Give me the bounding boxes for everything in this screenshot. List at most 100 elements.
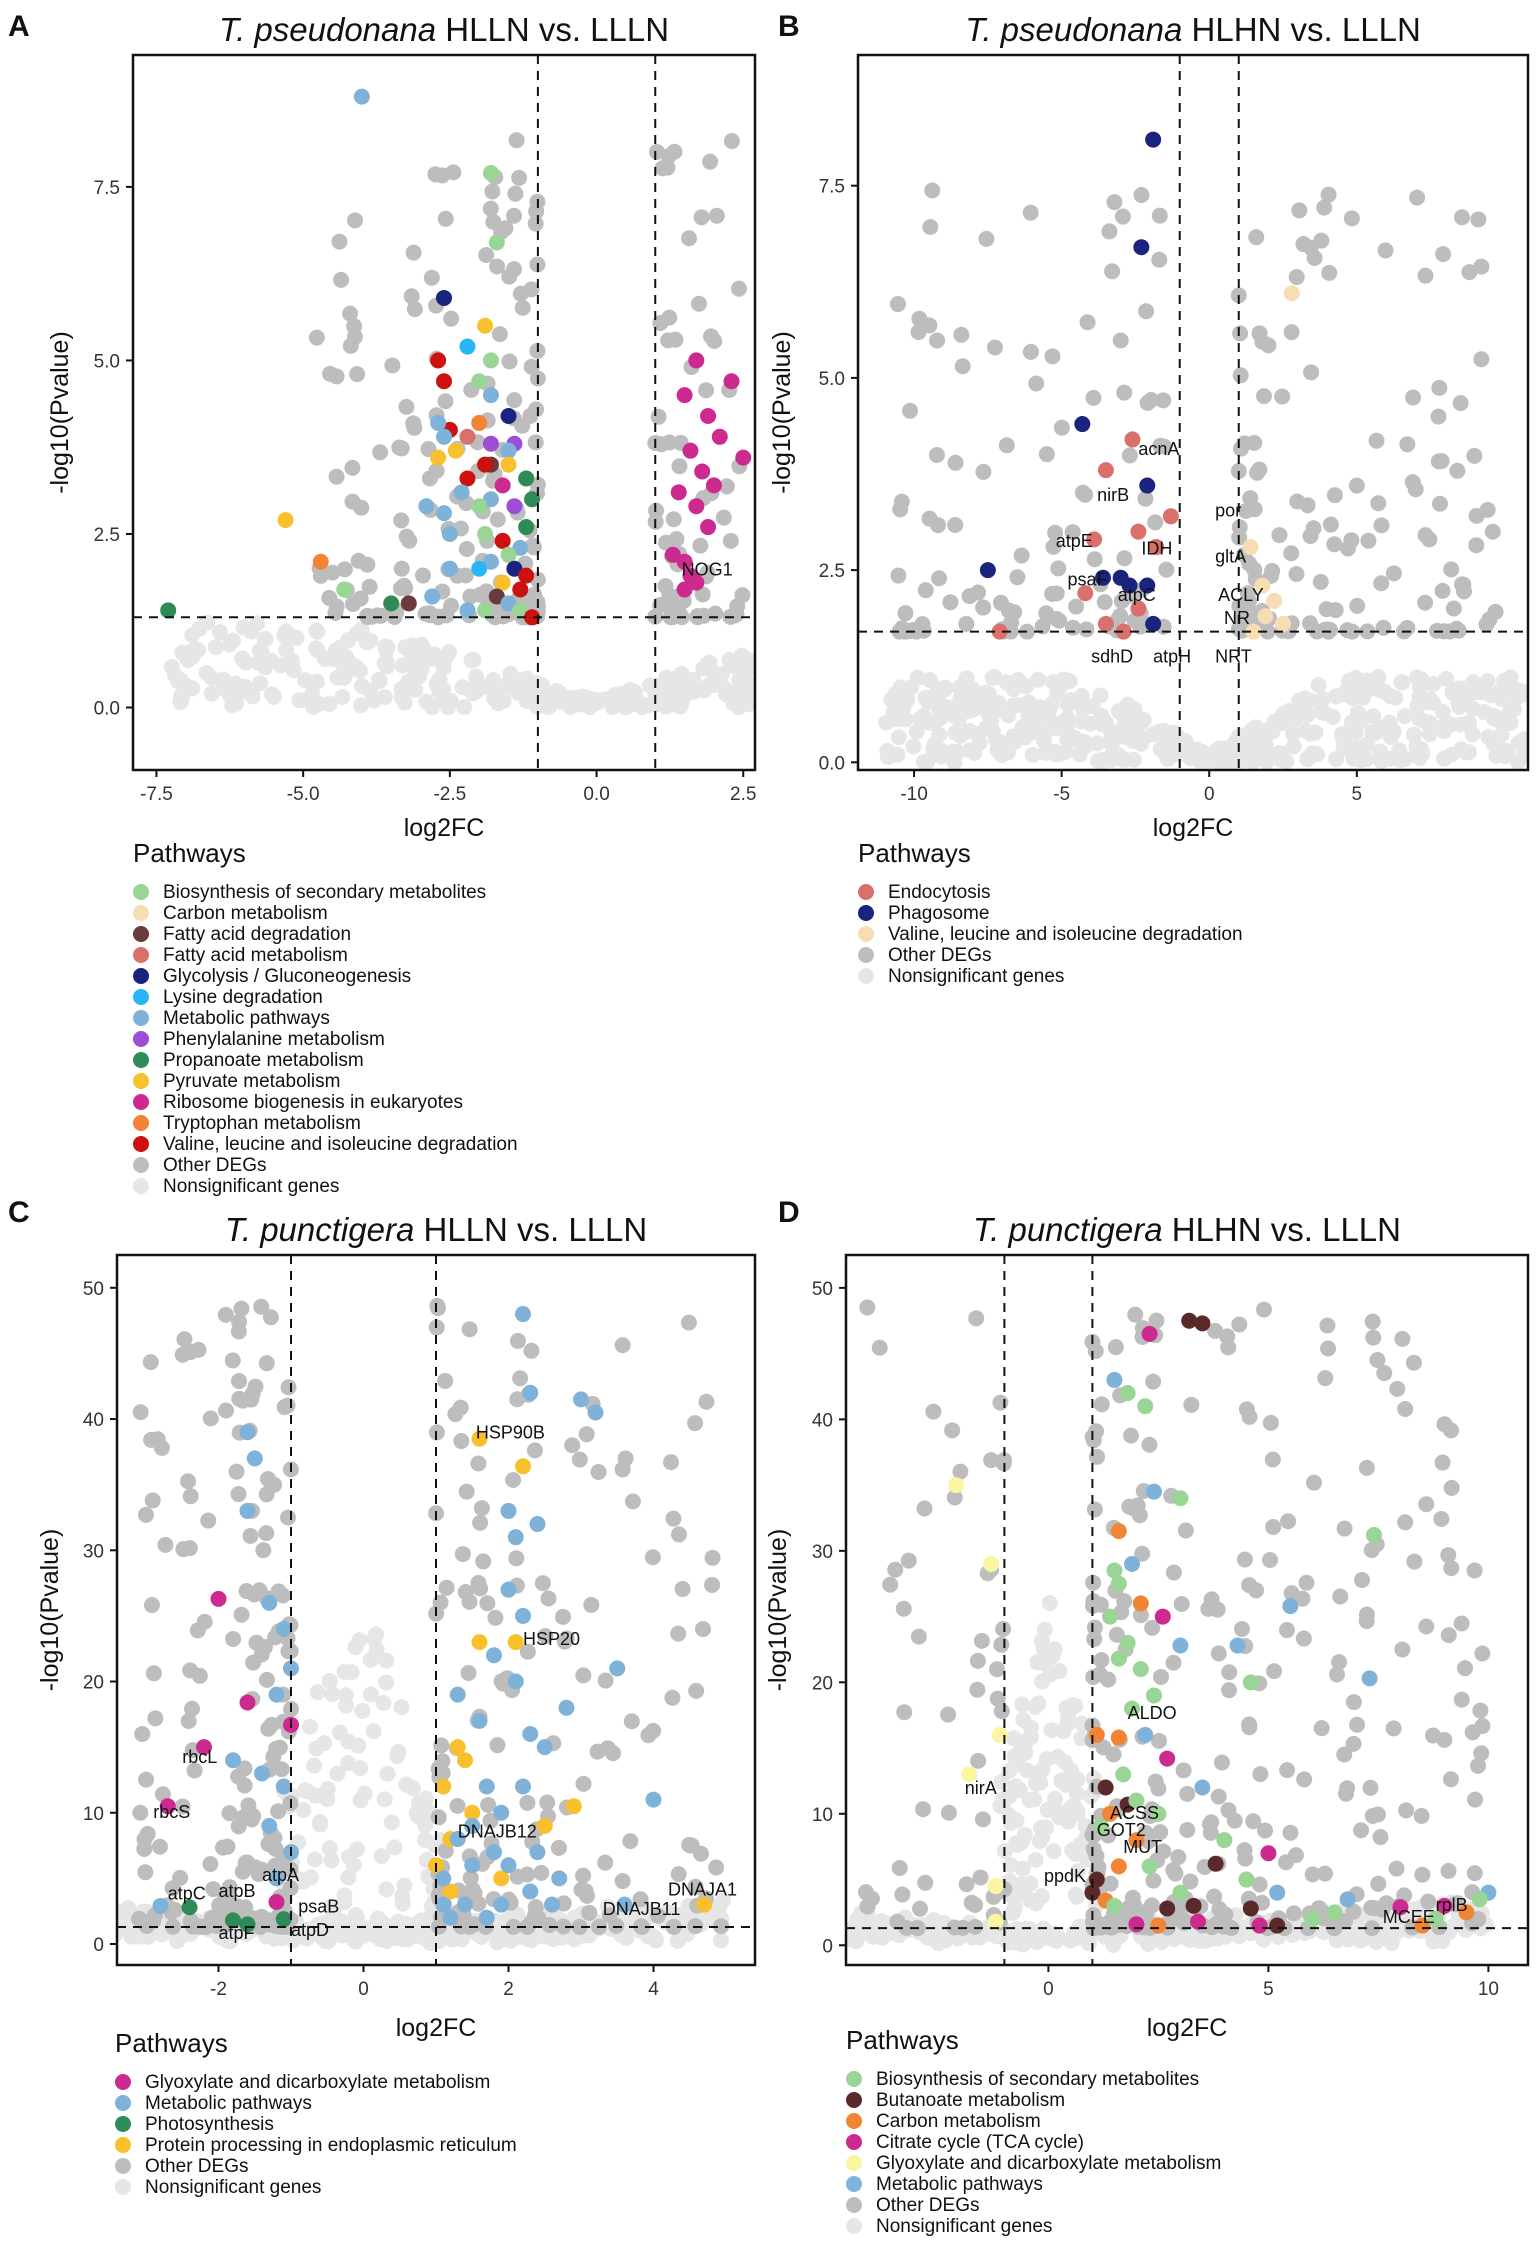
nonsignificant-point bbox=[786, 1919, 802, 1935]
other-deg-point bbox=[687, 1415, 704, 1432]
nonsignificant-point bbox=[777, 1927, 793, 1943]
pathway-point bbox=[471, 1634, 488, 1651]
nonsignificant-point bbox=[765, 644, 781, 660]
legend-item-label: Valine, leucine and isoleucine degradati… bbox=[888, 924, 1243, 945]
other-deg-point bbox=[1240, 593, 1257, 610]
other-deg-point bbox=[946, 1919, 963, 1936]
nonsignificant-point bbox=[784, 630, 800, 646]
nonsignificant-point bbox=[1016, 1826, 1033, 1843]
other-deg-point bbox=[1175, 1762, 1192, 1779]
nonsignificant-point bbox=[19, 1929, 35, 1945]
nonsignificant-point bbox=[796, 1915, 812, 1931]
gene-label: psaF bbox=[1068, 569, 1108, 589]
other-deg-point bbox=[1418, 1618, 1435, 1635]
nonsignificant-point bbox=[934, 706, 951, 723]
nonsignificant-point bbox=[1075, 701, 1092, 718]
nonsignificant-point bbox=[778, 1915, 794, 1931]
nonsignificant-point bbox=[1008, 1920, 1025, 1937]
pathway-point bbox=[477, 317, 494, 334]
nonsignificant-point bbox=[776, 1924, 792, 1940]
other-deg-point bbox=[393, 560, 410, 577]
nonsignificant-point bbox=[657, 698, 674, 715]
pathway-point bbox=[400, 595, 417, 612]
other-deg-point bbox=[1373, 575, 1390, 592]
other-deg-point bbox=[1158, 561, 1175, 578]
nonsignificant-point bbox=[909, 669, 926, 686]
other-deg-point bbox=[1298, 1574, 1315, 1591]
other-deg-point bbox=[328, 368, 345, 385]
nonsignificant-point bbox=[333, 1913, 350, 1930]
pathway-point bbox=[1238, 1871, 1255, 1888]
gene-label: nirA bbox=[965, 1778, 997, 1798]
other-deg-point bbox=[1305, 520, 1322, 537]
legend-swatch bbox=[115, 2179, 131, 2195]
nonsignificant-point bbox=[785, 1922, 801, 1938]
pathway-point bbox=[1141, 1325, 1158, 1342]
nonsignificant-point bbox=[994, 1797, 1011, 1814]
other-deg-point bbox=[132, 1404, 149, 1421]
nonsignificant-point bbox=[794, 692, 810, 708]
pathway-point bbox=[500, 546, 517, 563]
nonsignificant-point bbox=[773, 1905, 789, 1921]
legend-item-label: Carbon metabolism bbox=[876, 2111, 1041, 2132]
other-deg-point bbox=[555, 1918, 572, 1935]
other-deg-point bbox=[393, 580, 410, 597]
other-deg-point bbox=[1044, 585, 1061, 602]
nonsignificant-point bbox=[340, 1869, 357, 1886]
other-deg-point bbox=[1182, 1873, 1199, 1890]
pathway-point bbox=[1392, 1899, 1409, 1916]
other-deg-point bbox=[1345, 1694, 1362, 1711]
y-tick-label: 30 bbox=[83, 1541, 104, 1562]
other-deg-point bbox=[1306, 1474, 1323, 1491]
other-deg-point bbox=[143, 1431, 160, 1448]
other-deg-point bbox=[526, 586, 543, 603]
pathway-point bbox=[493, 1870, 510, 1887]
pathway-point bbox=[239, 1694, 256, 1711]
nonsignificant-point bbox=[1475, 684, 1492, 701]
other-deg-point bbox=[670, 1526, 687, 1543]
other-deg-point bbox=[1044, 348, 1061, 365]
other-deg-point bbox=[438, 1579, 455, 1596]
other-deg-point bbox=[1086, 1501, 1103, 1518]
nonsignificant-point bbox=[26, 1917, 42, 1933]
other-deg-point bbox=[1238, 1401, 1255, 1418]
nonsignificant-point bbox=[278, 641, 295, 658]
other-deg-point bbox=[1003, 614, 1020, 631]
nonsignificant-point bbox=[961, 637, 977, 653]
pathway-point bbox=[477, 525, 494, 542]
nonsignificant-point bbox=[780, 1918, 796, 1934]
gene-label: sdhD bbox=[1091, 646, 1133, 666]
other-deg-point bbox=[501, 353, 518, 370]
other-deg-point bbox=[164, 1880, 181, 1897]
nonsignificant-point bbox=[883, 691, 900, 708]
nonsignificant-point bbox=[984, 669, 1001, 686]
nonsignificant-point bbox=[430, 683, 447, 700]
y-tick-label: 20 bbox=[812, 1673, 833, 1694]
nonsignificant-point bbox=[1450, 694, 1467, 711]
pathway-point bbox=[700, 407, 717, 424]
nonsignificant-point bbox=[1458, 744, 1475, 761]
pathway-point bbox=[723, 373, 740, 390]
nonsignificant-point bbox=[1038, 1751, 1055, 1768]
pathway-point bbox=[506, 560, 523, 577]
other-deg-point bbox=[925, 1403, 942, 1420]
legend-swatch bbox=[846, 2197, 862, 2213]
other-deg-point bbox=[174, 1798, 191, 1815]
pathway-point bbox=[478, 1909, 495, 1926]
other-deg-point bbox=[1436, 623, 1453, 640]
other-deg-point bbox=[910, 1628, 927, 1645]
nonsignificant-point bbox=[306, 1851, 323, 1868]
other-deg-point bbox=[509, 1332, 526, 1349]
other-deg-point bbox=[182, 1913, 199, 1930]
other-deg-point bbox=[928, 447, 945, 464]
panel-letter: C bbox=[8, 1196, 30, 1229]
legend-swatch bbox=[133, 968, 149, 984]
nonsignificant-point bbox=[795, 698, 811, 714]
other-deg-point bbox=[457, 1584, 474, 1601]
other-deg-point bbox=[1152, 437, 1169, 454]
nonsignificant-point bbox=[1434, 703, 1451, 720]
other-deg-point bbox=[1436, 1416, 1453, 1433]
pathway-point bbox=[1139, 477, 1156, 494]
other-deg-point bbox=[1399, 436, 1416, 453]
legend-item-label: Protein processing in endoplasmic reticu… bbox=[145, 2135, 517, 2156]
